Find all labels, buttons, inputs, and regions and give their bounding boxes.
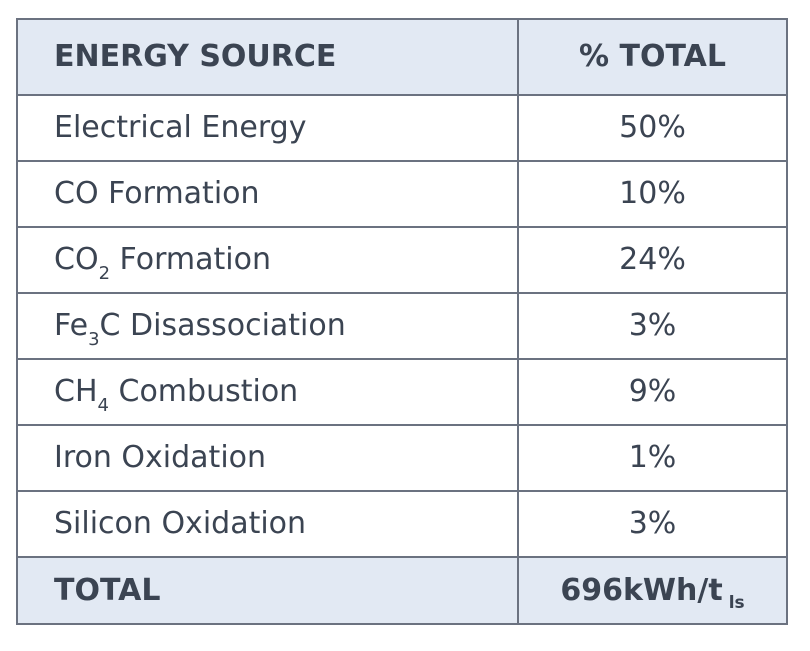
percent-total-cell: 3% bbox=[517, 490, 788, 558]
table-row: Electrical Energy 50% bbox=[16, 94, 788, 162]
energy-source-name: CH bbox=[54, 374, 98, 409]
total-row: TOTAL 696kWh/t ls bbox=[16, 556, 788, 625]
table-row: Silicon Oxidation 3% bbox=[16, 490, 788, 558]
energy-source-name: Iron Oxidation bbox=[54, 440, 267, 475]
energy-source-name: Silicon Oxidation bbox=[54, 506, 307, 541]
percent-total-cell: 1% bbox=[517, 424, 788, 492]
energy-source-cell: Silicon Oxidation bbox=[16, 490, 519, 558]
energy-source-cell: CO Formation bbox=[16, 160, 519, 228]
total-unit-subscript: ls bbox=[728, 592, 745, 613]
energy-source-subscript: 4 bbox=[97, 395, 109, 416]
percent-total-cell: 10% bbox=[517, 160, 788, 228]
energy-source-cell: Fe3C Disassociation bbox=[16, 292, 519, 360]
energy-source-name: CO bbox=[54, 242, 99, 277]
header-percent-total: % TOTAL bbox=[517, 18, 788, 96]
energy-source-name: Electrical Energy bbox=[54, 110, 307, 145]
energy-source-cell: CO2 Formation bbox=[16, 226, 519, 294]
energy-source-name-suffix: Combustion bbox=[108, 374, 299, 409]
table-row: Iron Oxidation 1% bbox=[16, 424, 788, 492]
energy-source-cell: CH4 Combustion bbox=[16, 358, 519, 426]
percent-total-cell: 3% bbox=[517, 292, 788, 360]
energy-source-cell: Iron Oxidation bbox=[16, 424, 519, 492]
percent-total-cell: 9% bbox=[517, 358, 788, 426]
energy-source-table: ENERGY SOURCE % TOTAL Electrical Energy 5… bbox=[16, 18, 788, 625]
header-energy-source: ENERGY SOURCE bbox=[16, 18, 519, 96]
table-header-row: ENERGY SOURCE % TOTAL bbox=[16, 18, 788, 96]
energy-source-subscript: 2 bbox=[98, 263, 111, 284]
total-label: TOTAL bbox=[16, 556, 519, 625]
table-row: CO2 Formation 24% bbox=[16, 226, 788, 294]
total-value-cell: 696kWh/t ls bbox=[517, 556, 788, 625]
table-row: Fe3C Disassociation 3% bbox=[16, 292, 788, 360]
total-value: 696kWh/t bbox=[560, 572, 723, 608]
energy-source-subscript: 3 bbox=[88, 329, 100, 350]
energy-source-name-suffix: Formation bbox=[110, 242, 271, 277]
percent-total-cell: 50% bbox=[517, 94, 788, 162]
table-row: CH4 Combustion 9% bbox=[16, 358, 788, 426]
energy-source-name: CO Formation bbox=[54, 176, 260, 211]
table-row: CO Formation 10% bbox=[16, 160, 788, 228]
energy-source-name-suffix: C Disassociation bbox=[99, 308, 346, 343]
energy-source-name: Fe bbox=[54, 308, 89, 343]
percent-total-cell: 24% bbox=[517, 226, 788, 294]
energy-source-cell: Electrical Energy bbox=[16, 94, 519, 162]
